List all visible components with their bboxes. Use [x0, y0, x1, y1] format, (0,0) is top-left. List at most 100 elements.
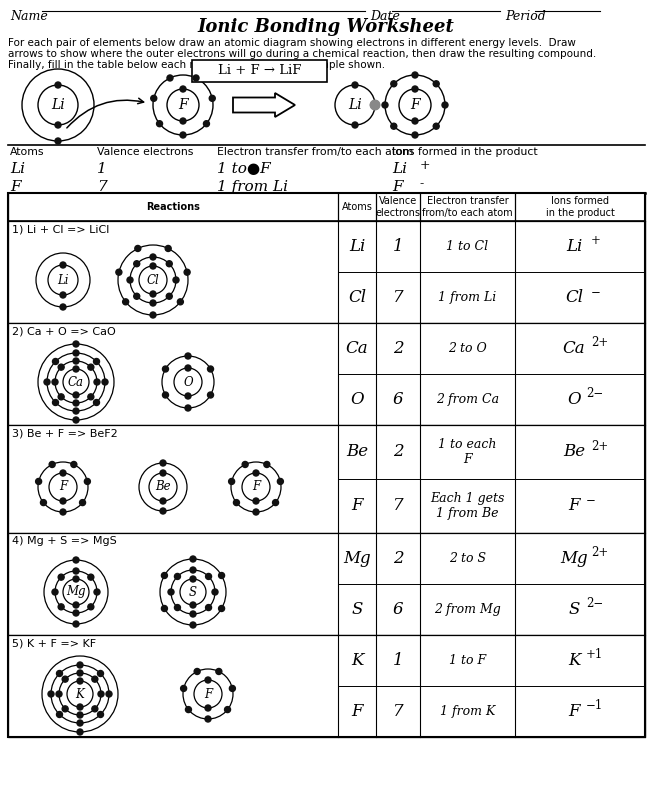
Circle shape	[180, 86, 186, 92]
FancyBboxPatch shape	[192, 60, 327, 82]
Text: F: F	[351, 703, 363, 720]
Circle shape	[160, 498, 166, 504]
Circle shape	[88, 394, 94, 400]
Text: 2+: 2+	[591, 439, 608, 453]
Circle shape	[180, 132, 186, 138]
Text: Cl: Cl	[147, 274, 159, 286]
Text: F: F	[10, 180, 21, 194]
Circle shape	[190, 622, 196, 628]
Circle shape	[62, 706, 68, 712]
Text: K: K	[76, 687, 84, 701]
Text: 1 from Li: 1 from Li	[438, 291, 497, 304]
Circle shape	[168, 589, 174, 595]
Circle shape	[184, 270, 190, 275]
Text: Atoms: Atoms	[10, 147, 44, 157]
Circle shape	[77, 662, 83, 668]
Circle shape	[194, 669, 200, 674]
Circle shape	[52, 379, 58, 385]
Text: 2: 2	[392, 443, 404, 461]
Text: 2 to S: 2 to S	[449, 552, 486, 565]
Text: +: +	[591, 234, 601, 247]
Text: S: S	[189, 586, 197, 598]
Text: −1: −1	[586, 699, 603, 712]
Text: 1 to●F: 1 to●F	[217, 162, 271, 176]
FancyArrow shape	[233, 93, 295, 117]
Circle shape	[55, 122, 61, 128]
Text: -: -	[420, 177, 424, 190]
Circle shape	[163, 392, 168, 398]
Bar	[8, 193, 645, 221]
Circle shape	[88, 604, 94, 610]
Circle shape	[84, 478, 90, 485]
Circle shape	[212, 589, 218, 595]
Text: 2+: 2+	[591, 546, 608, 559]
Circle shape	[174, 605, 180, 610]
Text: Cl: Cl	[348, 289, 366, 306]
Circle shape	[88, 574, 94, 580]
Text: Atoms: Atoms	[342, 202, 372, 212]
Text: Ions formed in the product: Ions formed in the product	[392, 147, 537, 157]
Circle shape	[60, 262, 66, 268]
Circle shape	[352, 122, 358, 128]
Circle shape	[98, 691, 104, 697]
Circle shape	[390, 123, 397, 130]
Circle shape	[44, 379, 50, 385]
Circle shape	[73, 366, 79, 372]
Text: Ca: Ca	[563, 340, 585, 357]
Circle shape	[219, 573, 225, 578]
Circle shape	[206, 574, 212, 579]
Circle shape	[49, 462, 55, 467]
Circle shape	[185, 706, 191, 713]
Circle shape	[181, 686, 187, 691]
Text: Cl: Cl	[565, 289, 583, 306]
Circle shape	[97, 670, 104, 677]
Text: 1 to Cl: 1 to Cl	[447, 240, 488, 253]
Text: S: S	[568, 601, 580, 618]
Circle shape	[185, 365, 191, 371]
Circle shape	[433, 81, 439, 86]
Circle shape	[167, 294, 172, 299]
Text: Mg: Mg	[66, 586, 86, 598]
Text: Be: Be	[346, 443, 368, 461]
Circle shape	[433, 123, 439, 130]
Text: Li: Li	[10, 162, 25, 176]
Text: Li: Li	[349, 238, 365, 255]
Circle shape	[173, 277, 179, 283]
Circle shape	[58, 364, 64, 370]
Text: Li: Li	[392, 162, 407, 176]
Circle shape	[134, 261, 140, 266]
Circle shape	[60, 292, 66, 298]
Text: Reactions: Reactions	[146, 202, 200, 212]
Circle shape	[62, 676, 68, 682]
Circle shape	[73, 350, 79, 356]
Circle shape	[190, 567, 196, 573]
Text: F: F	[568, 498, 580, 514]
Text: F: F	[204, 687, 212, 701]
Text: −: −	[591, 285, 601, 298]
Circle shape	[77, 678, 83, 684]
Circle shape	[185, 393, 191, 399]
Bar	[8, 193, 645, 737]
Text: 2) Ca + O => CaO: 2) Ca + O => CaO	[12, 326, 116, 336]
Circle shape	[390, 81, 397, 86]
Circle shape	[55, 138, 61, 144]
Bar	[8, 635, 645, 737]
Text: F: F	[392, 180, 403, 194]
Circle shape	[193, 75, 199, 81]
Text: 1 from Li: 1 from Li	[217, 180, 288, 194]
Circle shape	[185, 405, 191, 411]
Circle shape	[52, 399, 59, 406]
Text: 2−: 2−	[586, 387, 603, 400]
Circle shape	[92, 706, 98, 712]
Text: 7: 7	[392, 498, 404, 514]
Circle shape	[150, 254, 156, 260]
Circle shape	[73, 392, 79, 398]
Circle shape	[60, 304, 66, 310]
Circle shape	[52, 358, 59, 365]
Circle shape	[123, 299, 129, 305]
Text: Valence electrons: Valence electrons	[97, 147, 193, 157]
Circle shape	[208, 392, 214, 398]
Circle shape	[229, 686, 235, 691]
Text: Be: Be	[563, 443, 585, 461]
Text: 2+: 2+	[591, 336, 608, 349]
